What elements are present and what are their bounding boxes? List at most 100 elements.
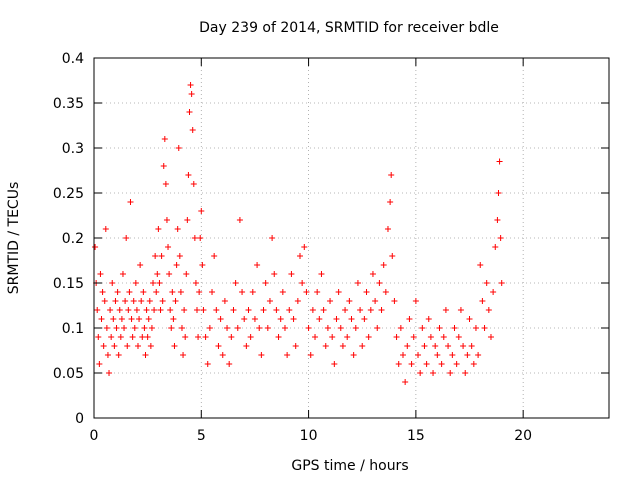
x-tick-label: 15 <box>407 428 425 444</box>
x-axis-label: GPS time / hours <box>291 458 408 474</box>
data-point <box>344 334 351 340</box>
data-point <box>367 307 374 313</box>
y-tick-label: 0.25 <box>53 186 84 202</box>
data-point <box>490 289 497 295</box>
data-point <box>438 361 445 367</box>
data-point <box>112 298 119 304</box>
data-point <box>198 208 205 214</box>
data-point <box>305 325 312 331</box>
data-point <box>124 343 131 349</box>
data-point <box>236 217 243 223</box>
data-point <box>309 307 316 313</box>
data-point <box>421 343 428 349</box>
data-point <box>204 361 211 367</box>
data-point <box>156 280 163 286</box>
data-point <box>359 343 366 349</box>
data-point <box>194 307 200 313</box>
data-point <box>122 298 129 304</box>
data-point <box>397 325 404 331</box>
data-point <box>449 352 456 358</box>
x-tick-label: 10 <box>300 428 318 444</box>
data-point <box>102 226 109 232</box>
data-point <box>400 352 406 358</box>
data-point <box>402 379 409 385</box>
x-tick-label: 20 <box>514 428 532 444</box>
data-point <box>299 280 306 286</box>
data-point <box>110 316 117 322</box>
data-point <box>180 352 187 358</box>
data-point <box>460 343 467 349</box>
data-point <box>495 190 502 196</box>
data-point <box>260 307 267 313</box>
data-point <box>342 307 349 313</box>
data-point <box>103 325 110 331</box>
data-point <box>219 352 226 358</box>
data-point <box>333 316 340 322</box>
data-point <box>127 199 134 205</box>
data-point <box>141 325 148 331</box>
data-point <box>481 325 488 331</box>
data-point <box>115 352 122 358</box>
data-point <box>116 307 123 313</box>
data-point <box>114 289 121 295</box>
data-point <box>136 316 143 322</box>
data-point <box>346 298 353 304</box>
data-point <box>92 244 99 250</box>
data-point <box>436 325 443 331</box>
data-point <box>119 271 126 277</box>
x-tick-label: 5 <box>197 428 206 444</box>
data-point <box>307 352 314 358</box>
data-point <box>254 262 261 268</box>
data-point <box>118 316 125 322</box>
data-point <box>101 298 108 304</box>
data-point <box>430 370 437 376</box>
data-point <box>100 343 107 349</box>
data-point <box>466 316 473 322</box>
data-point <box>277 316 284 322</box>
data-point <box>406 316 413 322</box>
data-point <box>284 352 291 358</box>
data-point <box>140 289 147 295</box>
data-point <box>130 298 137 304</box>
data-point <box>378 307 385 313</box>
data-point <box>138 298 145 304</box>
data-point <box>279 289 286 295</box>
data-point <box>365 334 372 340</box>
data-point <box>391 298 398 304</box>
data-point <box>273 307 280 313</box>
data-point <box>129 334 136 340</box>
data-point <box>150 280 157 286</box>
data-point <box>457 307 464 313</box>
data-point <box>256 325 263 331</box>
data-point <box>224 325 231 331</box>
data-point <box>137 262 144 268</box>
data-point <box>415 352 422 358</box>
data-point <box>316 316 323 322</box>
data-point <box>266 298 273 304</box>
data-point <box>113 325 120 331</box>
data-point <box>247 334 254 340</box>
y-tick-label: 0.05 <box>53 366 84 382</box>
data-point <box>425 316 432 322</box>
data-point <box>361 316 368 322</box>
data-point <box>292 343 299 349</box>
data-point <box>162 181 169 187</box>
y-tick-label: 0.35 <box>53 96 84 112</box>
data-point <box>170 316 177 322</box>
data-point <box>185 172 192 178</box>
data-point <box>455 334 462 340</box>
y-tick-label: 0.2 <box>62 231 84 247</box>
data-point <box>275 334 282 340</box>
data-point <box>470 361 477 367</box>
chart-title: Day 239 of 2014, SRMTID for receiver bdl… <box>199 20 499 36</box>
data-point <box>331 361 338 367</box>
data-point <box>187 82 194 88</box>
data-point <box>211 253 218 259</box>
y-tick-label: 0 <box>75 411 84 427</box>
data-point <box>167 307 174 313</box>
data-point <box>148 325 155 331</box>
data-point <box>117 334 124 340</box>
data-point <box>99 289 106 295</box>
data-point <box>303 289 310 295</box>
